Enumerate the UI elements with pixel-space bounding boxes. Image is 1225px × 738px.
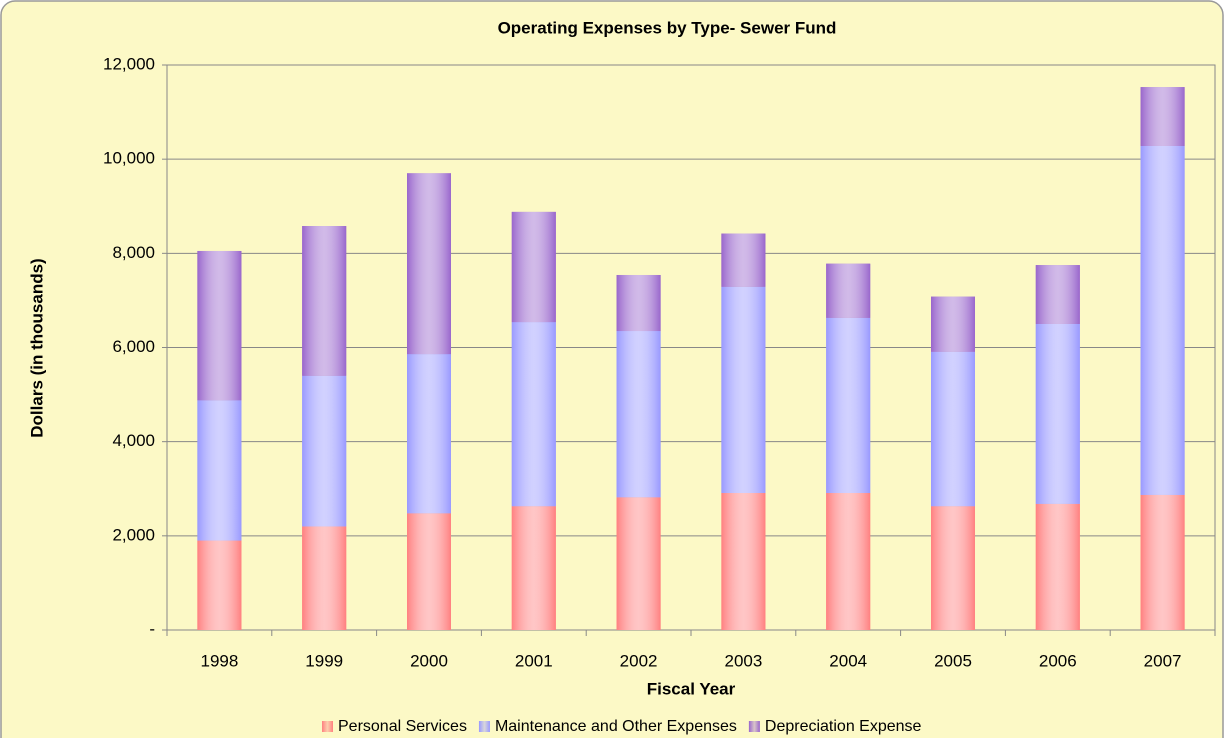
bar-shine: [511, 322, 556, 507]
bar-segment: [1035, 265, 1080, 324]
y-axis-label: Dollars (in thousands): [27, 258, 46, 437]
legend-label: Maintenance and Other Expenses: [495, 718, 737, 735]
bar-shine: [826, 263, 871, 318]
bar-segment: [616, 497, 661, 630]
bar-shine: [511, 506, 556, 630]
bar-segment: [407, 513, 451, 630]
x-tick-label: 2003: [724, 651, 762, 670]
y-tick-label: 6,000: [112, 337, 155, 356]
bar-shine: [616, 497, 661, 630]
bar-segment: [511, 506, 556, 630]
bar-shine: [931, 296, 975, 352]
bar-segment: [197, 400, 242, 541]
y-tick-label: 12,000: [103, 54, 155, 73]
y-tick-label: -: [149, 619, 155, 638]
legend: Personal Services Maintenance and Other E…: [322, 718, 922, 735]
bar-shine: [197, 250, 242, 401]
bar-segment: [931, 296, 975, 352]
bar-segment: [407, 354, 451, 514]
bar-shine: [1140, 145, 1185, 495]
x-tick-label: 2004: [829, 651, 867, 670]
bar-segment: [931, 351, 975, 507]
bar-shine: [1035, 503, 1080, 630]
bar-segment: [1035, 323, 1080, 504]
bar-shine: [1140, 494, 1185, 630]
bar-shine: [616, 274, 661, 332]
bar-segment: [721, 492, 766, 630]
bar-shine: [302, 526, 347, 630]
bar-shine: [721, 233, 766, 287]
bar-shine: [1035, 323, 1080, 504]
y-tick-label: 4,000: [112, 431, 155, 450]
bar-shine: [931, 351, 975, 507]
bar-shine: [302, 226, 347, 376]
bar-shine: [407, 173, 451, 355]
bar-shine: [407, 354, 451, 514]
bar-segment: [197, 250, 242, 401]
bar-shine: [302, 375, 347, 527]
bar-segment: [1140, 494, 1185, 630]
bar-shine: [721, 286, 766, 493]
bar-segment: [721, 233, 766, 287]
bar-segment: [1140, 145, 1185, 495]
bar-segment: [826, 263, 871, 318]
bar-shine: [197, 540, 242, 630]
bar-segment: [826, 492, 871, 630]
bar-shine: [1035, 265, 1080, 324]
bar-shine: [721, 492, 766, 630]
bar-shine: [197, 400, 242, 541]
bar-segment: [931, 506, 975, 630]
x-tick-label: 2000: [410, 651, 448, 670]
bar-shine: [931, 506, 975, 630]
bar-segment: [1140, 87, 1185, 146]
legend-label: Personal Services: [338, 718, 467, 735]
x-tick-label: 2005: [934, 651, 972, 670]
bar-segment: [721, 286, 766, 493]
bar-segment: [511, 211, 556, 323]
bar-segment: [302, 375, 347, 527]
legend-swatch: [748, 721, 760, 732]
x-tick-label: 2006: [1039, 651, 1077, 670]
bar-segment: [826, 317, 871, 493]
y-tick-label: 8,000: [112, 243, 155, 262]
x-tick-label: 2007: [1144, 651, 1182, 670]
bar-segment: [1035, 503, 1080, 630]
bar-shine: [1140, 87, 1185, 146]
bar-segment: [407, 173, 451, 355]
bar-shine: [511, 211, 556, 323]
bar-shine: [616, 331, 661, 498]
bar-shine: [826, 317, 871, 493]
chart-title: Operating Expenses by Type- Sewer Fund: [498, 18, 837, 37]
x-axis-label: Fiscal Year: [647, 679, 736, 698]
bar-segment: [302, 526, 347, 630]
x-tick-label: 1998: [200, 651, 238, 670]
legend-label: Depreciation Expense: [765, 718, 922, 735]
y-tick-label: 10,000: [103, 149, 155, 168]
bar-shine: [826, 492, 871, 630]
bar-segment: [302, 226, 347, 376]
bar-shine: [407, 513, 451, 630]
x-tick-label: 2002: [620, 651, 658, 670]
bar-segment: [197, 540, 242, 630]
bar-segment: [616, 274, 661, 332]
x-tick-label: 1999: [305, 651, 343, 670]
legend-swatch: [322, 721, 333, 732]
bar-segment: [616, 331, 661, 498]
bar-segment: [511, 322, 556, 507]
y-tick-label: 2,000: [112, 525, 155, 544]
x-tick-label: 2001: [515, 651, 553, 670]
legend-swatch: [478, 721, 490, 732]
